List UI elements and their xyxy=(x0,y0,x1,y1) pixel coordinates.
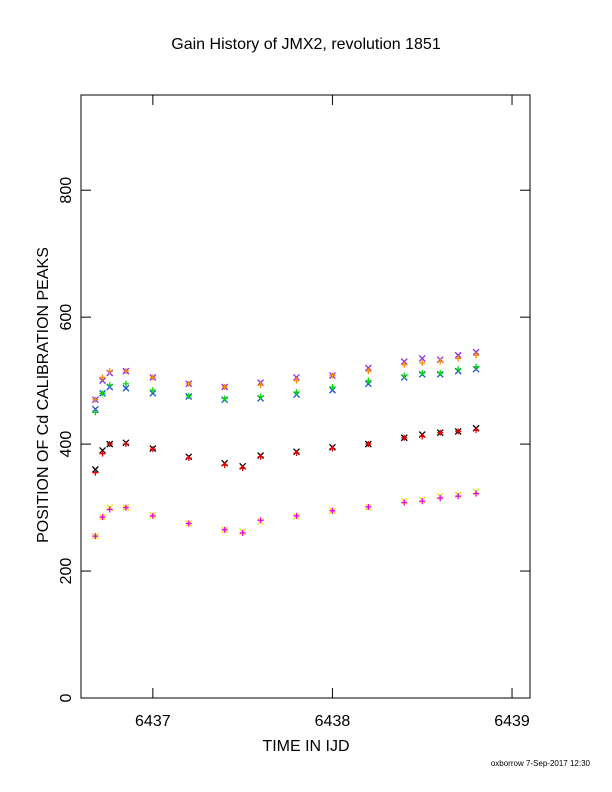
y-tick-label: 400 xyxy=(58,431,75,458)
x-tick-label: 6438 xyxy=(315,713,351,730)
data-point xyxy=(122,384,130,392)
data-point xyxy=(122,504,129,511)
data-point xyxy=(455,366,462,373)
data-point xyxy=(92,409,99,416)
data-point xyxy=(473,427,480,434)
data-point xyxy=(106,368,113,375)
data-point xyxy=(122,441,129,448)
data-point xyxy=(419,359,426,366)
data-point xyxy=(328,386,336,394)
data-point xyxy=(419,370,426,377)
data-point xyxy=(455,428,462,435)
data-point xyxy=(239,465,246,472)
data-point xyxy=(99,390,106,397)
data-point xyxy=(418,354,426,362)
data-point xyxy=(401,361,408,368)
data-point xyxy=(92,469,99,476)
credit-footer: oxborrow 7-Sep-2017 12:30 xyxy=(490,759,590,768)
data-point xyxy=(185,392,192,399)
data-point xyxy=(437,370,444,377)
data-point xyxy=(329,507,336,514)
data-point xyxy=(221,462,228,469)
data-point xyxy=(99,377,107,385)
data-point xyxy=(401,372,408,379)
data-point xyxy=(99,446,107,454)
data-point xyxy=(473,363,480,370)
y-tick-label: 200 xyxy=(58,558,75,585)
axis-ticks: 6437 6438 6439 0 200 400 600 800 xyxy=(58,95,530,730)
data-point xyxy=(185,380,192,387)
data-point xyxy=(185,520,192,527)
data-point xyxy=(257,453,264,460)
data-point xyxy=(92,533,99,540)
data-point xyxy=(91,466,99,473)
data-point xyxy=(257,382,264,389)
data-point xyxy=(365,368,372,375)
data-point xyxy=(400,358,408,366)
data-point xyxy=(122,380,129,387)
data-point xyxy=(92,396,99,403)
data-point xyxy=(106,441,113,448)
data-point xyxy=(99,450,106,457)
data-point xyxy=(221,383,228,390)
data-point xyxy=(437,358,444,365)
data-point xyxy=(293,377,300,384)
data-point xyxy=(106,382,113,389)
data-point xyxy=(472,348,480,356)
data-point xyxy=(364,380,372,388)
data-point xyxy=(91,405,99,413)
data-point xyxy=(437,495,444,502)
data-point xyxy=(239,529,246,536)
plot-frame xyxy=(80,94,531,699)
data-marks xyxy=(91,348,480,540)
y-tick-label: 800 xyxy=(58,177,75,204)
data-point xyxy=(365,503,372,510)
data-point xyxy=(185,455,192,462)
data-point xyxy=(293,389,300,396)
data-point xyxy=(401,499,408,506)
data-point xyxy=(437,429,444,436)
data-point xyxy=(365,377,372,384)
data-point xyxy=(257,393,264,400)
y-tick-label: 0 xyxy=(58,693,75,702)
x-tick-label: 6437 xyxy=(135,713,171,730)
data-point xyxy=(454,351,462,359)
data-point xyxy=(293,373,300,381)
data-point xyxy=(401,434,408,441)
data-point xyxy=(455,493,462,500)
data-point xyxy=(149,446,156,453)
data-point xyxy=(293,449,300,456)
data-point xyxy=(455,355,462,362)
data-point xyxy=(329,372,336,379)
x-tick-label: 6439 xyxy=(494,713,530,730)
data-point xyxy=(419,433,426,440)
data-point xyxy=(257,517,264,524)
data-point xyxy=(221,395,228,402)
data-point xyxy=(329,445,336,452)
data-point xyxy=(364,364,372,372)
data-point xyxy=(99,514,106,521)
data-point xyxy=(99,374,106,381)
data-point xyxy=(122,368,129,375)
data-point xyxy=(106,506,113,513)
data-point xyxy=(473,490,480,497)
data-point xyxy=(149,374,156,381)
data-point xyxy=(149,512,156,519)
data-point xyxy=(473,352,480,359)
x-axis-label: TIME IN IJD xyxy=(262,738,350,755)
data-point xyxy=(293,512,300,519)
y-tick-label: 600 xyxy=(58,304,75,331)
data-point xyxy=(365,441,372,448)
data-point xyxy=(149,387,156,394)
data-point xyxy=(419,498,426,505)
data-point xyxy=(329,383,336,390)
data-point xyxy=(221,526,228,533)
data-point xyxy=(149,389,157,397)
chart-title: Gain History of JMX2, revolution 1851 xyxy=(171,36,441,53)
